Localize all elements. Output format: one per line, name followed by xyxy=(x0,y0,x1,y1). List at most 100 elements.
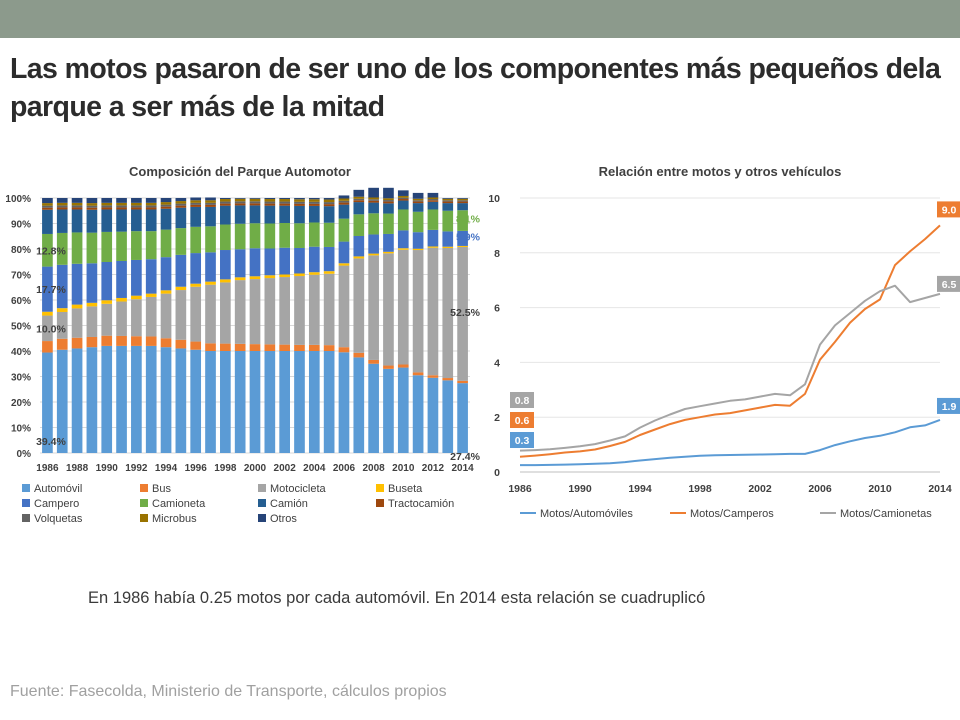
legend-label: Bus xyxy=(152,483,171,495)
bar-segment xyxy=(457,380,468,384)
bar-segment xyxy=(131,259,142,296)
bar-segment xyxy=(86,263,98,303)
bar-segment xyxy=(412,198,424,201)
end-label: 9.0 xyxy=(942,204,957,216)
bar-segment xyxy=(353,198,365,201)
bar-segment xyxy=(368,199,379,201)
bar-segment xyxy=(175,203,187,206)
legend-label: Buseta xyxy=(388,483,423,495)
bar-segment xyxy=(220,279,231,283)
bar-segment xyxy=(131,231,142,260)
bar-segment xyxy=(116,202,127,206)
bar-segment xyxy=(279,205,290,223)
bar-segment xyxy=(427,199,439,201)
bar-segment xyxy=(234,223,246,250)
legend-label: Camión xyxy=(270,498,308,510)
bar-segment xyxy=(397,367,409,453)
bar-segment xyxy=(442,198,454,199)
bar-segment xyxy=(234,198,246,202)
bar-segment xyxy=(279,247,290,275)
x-tick-label: 2006 xyxy=(333,463,356,474)
series-line xyxy=(519,224,941,458)
bar-segment xyxy=(86,302,98,307)
bar-segment xyxy=(86,205,98,208)
bar-segment xyxy=(101,207,113,210)
bar-data-label: 27.4% xyxy=(450,451,480,463)
bar-segment xyxy=(71,207,83,210)
bar-segment xyxy=(457,203,468,211)
bar-segment xyxy=(368,234,379,254)
bar-segment xyxy=(338,202,350,205)
bar-data-label: 39.4% xyxy=(36,436,66,448)
series-line xyxy=(520,418,941,467)
bar-segment xyxy=(175,201,187,204)
bar-segment xyxy=(175,290,187,340)
bar-segment xyxy=(101,209,113,232)
bar-segment xyxy=(234,249,246,278)
bar-segment xyxy=(190,202,202,205)
bar-segment xyxy=(308,205,320,223)
source-note: Fuente: Fasecolda, Ministerio de Transpo… xyxy=(10,683,447,700)
bar-segment xyxy=(383,253,394,366)
bar-segment xyxy=(294,205,305,224)
x-tick-label: 1988 xyxy=(66,463,89,474)
bar-segment xyxy=(249,203,261,206)
bar-segment xyxy=(175,339,187,349)
bar-segment xyxy=(175,348,187,453)
bar-segment xyxy=(338,204,350,219)
bar-segment xyxy=(442,247,454,379)
bar-segment xyxy=(264,223,276,249)
bar-segment xyxy=(71,202,83,206)
bar-segment xyxy=(279,344,290,352)
legend-swatch xyxy=(376,499,384,507)
bar-segment xyxy=(71,205,83,208)
bar-segment xyxy=(323,204,335,207)
bar-segment xyxy=(323,351,335,453)
bar-segment xyxy=(42,205,53,208)
end-label: 1.9 xyxy=(942,401,957,413)
bar-segment xyxy=(249,223,261,249)
bar-segment xyxy=(457,230,468,246)
bar-segment xyxy=(116,209,127,232)
bar-segment xyxy=(279,201,290,204)
start-label: 0.3 xyxy=(515,435,530,447)
bar-segment xyxy=(71,308,83,338)
bar-segment xyxy=(205,281,216,285)
bar-segment xyxy=(86,336,98,348)
legend-swatch xyxy=(22,499,30,507)
bar-segment xyxy=(220,343,231,351)
bar-segment xyxy=(442,200,454,202)
left-chart-title: Composición del Parque Automotor xyxy=(129,164,351,179)
bar-segment xyxy=(116,260,127,298)
end-label-box xyxy=(937,275,960,292)
bar-segment xyxy=(42,315,53,342)
bar-segment xyxy=(294,276,305,345)
bar-segment xyxy=(264,351,276,453)
y-tick-label: 20% xyxy=(11,398,31,409)
start-label-box xyxy=(510,412,534,428)
bar-segment xyxy=(160,206,172,209)
x-tick-label: 1990 xyxy=(568,483,592,495)
bar-segment xyxy=(383,200,394,202)
bar-segment xyxy=(190,341,202,350)
bar-segment xyxy=(175,205,187,208)
bar-segment xyxy=(56,349,68,453)
bar-segment xyxy=(397,197,409,200)
legend-label: Volquetas xyxy=(34,513,83,525)
bar-segment xyxy=(71,348,83,453)
bar-segment xyxy=(71,304,83,309)
bar-data-label: 52.5% xyxy=(450,307,480,319)
bar-segment xyxy=(116,301,127,336)
bar-segment xyxy=(427,246,439,248)
bar-segment xyxy=(101,205,113,208)
bar-segment xyxy=(160,229,172,258)
bar-segment xyxy=(131,299,142,337)
bar-segment xyxy=(442,378,454,381)
bar-segment xyxy=(160,198,172,203)
bar-segment xyxy=(338,352,350,453)
bar-segment xyxy=(160,347,172,453)
x-tick-label: 2012 xyxy=(422,463,445,474)
bar-segment xyxy=(383,365,394,369)
x-tick-label: 2014 xyxy=(928,483,952,495)
